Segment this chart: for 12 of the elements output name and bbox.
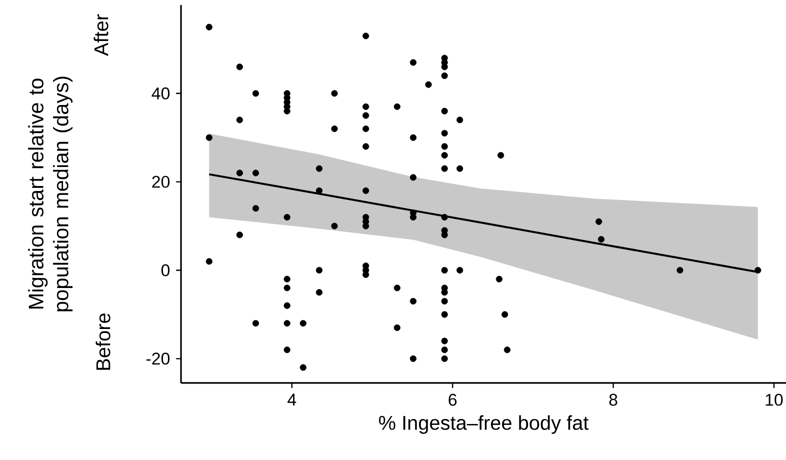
x-tick-label: 8: [609, 394, 618, 406]
text: Before: [96, 314, 110, 370]
x-axis-title: % Ingesta–free body fat: [378, 415, 589, 434]
x-tick-label: 4: [288, 394, 296, 406]
y-tick-label: 0: [161, 264, 170, 276]
y-tick-label: -20: [146, 352, 170, 365]
x-tick-label: 10: [766, 394, 783, 406]
y-tick-label: 20: [152, 176, 170, 188]
y-tick-label: 40: [152, 87, 170, 100]
y-axis-title: Migration start relative to population median (days): [28, 76, 73, 312]
text: After: [94, 14, 108, 56]
x-tick-label: 6: [448, 394, 457, 406]
